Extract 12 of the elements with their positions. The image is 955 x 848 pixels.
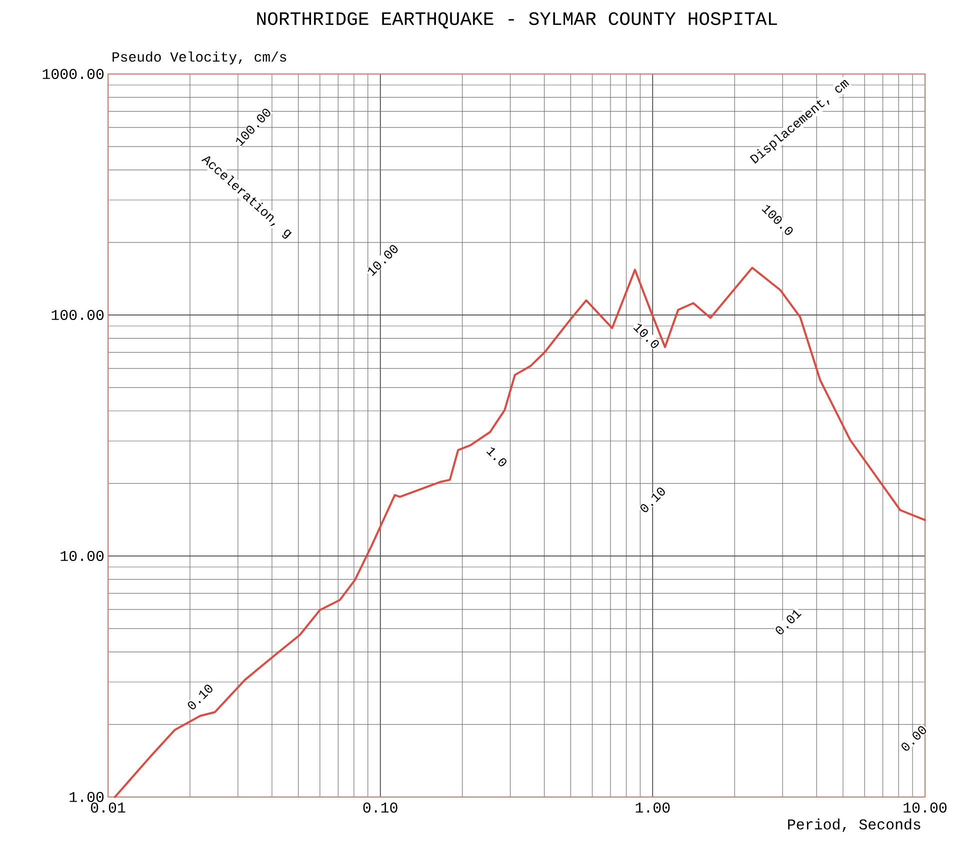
annotation: 1.0 bbox=[486, 447, 506, 466]
y-tick-label: 100.00 bbox=[52, 310, 104, 320]
y-tick-label: 1000.00 bbox=[42, 68, 104, 80]
x-axis-title: Period, Seconds bbox=[788, 818, 920, 832]
x-tick-label: 1.00 bbox=[636, 802, 670, 813]
y-tick-label: 10.00 bbox=[60, 550, 104, 562]
y-axis-title: Pseudo Velocity, cm/s bbox=[112, 51, 286, 64]
x-tick-label: 0.10 bbox=[363, 802, 398, 813]
chart-title: NORTHRIDGE EARTHQUAKE - SYLMAR COUNTY HOSPITAL bbox=[257, 12, 777, 28]
x-tick-label: 0.01 bbox=[90, 802, 126, 813]
x-tick-label: 10.00 bbox=[904, 802, 946, 813]
y-tick-label: 1.00 bbox=[70, 792, 104, 802]
